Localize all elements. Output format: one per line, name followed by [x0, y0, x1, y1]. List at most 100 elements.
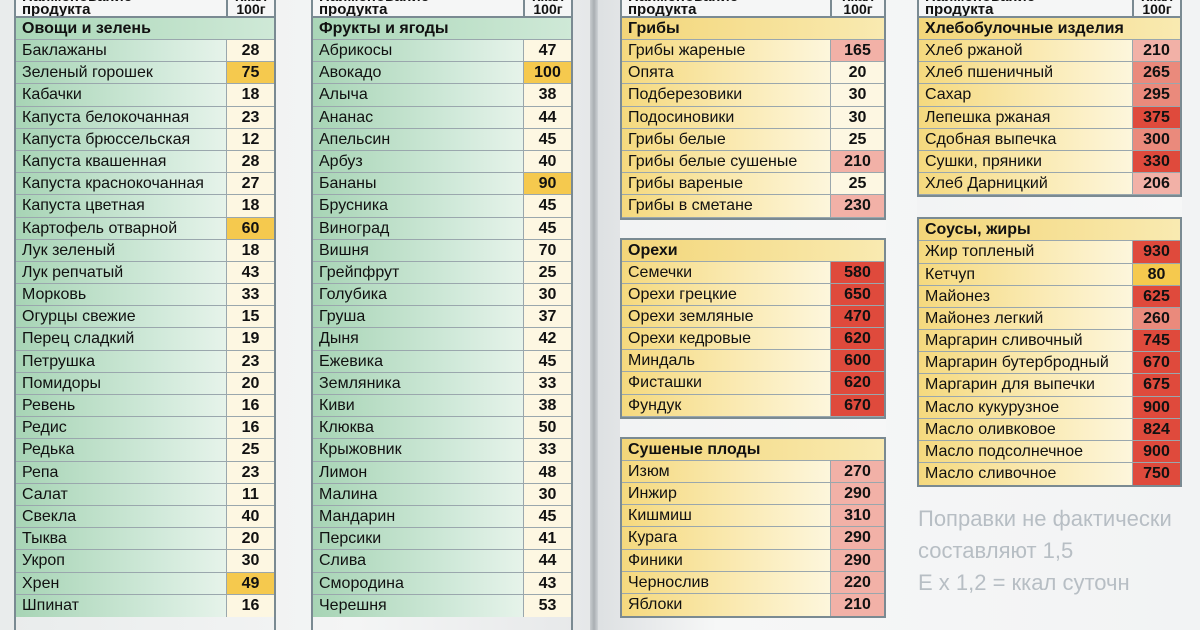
product-name: Тыква	[16, 528, 226, 550]
kcal-value: 23	[226, 106, 274, 128]
product-name: Изюм	[622, 460, 830, 482]
product-name: Фундук	[622, 394, 830, 416]
table-row: Чернослив 220	[622, 571, 884, 594]
kcal-value: 25	[830, 128, 884, 150]
kcal-value: 300	[1132, 128, 1180, 150]
kcal-value: 375	[1132, 106, 1180, 128]
kcal-value: 45	[523, 505, 571, 528]
kcal-value: 620	[830, 372, 884, 394]
table-row: Морковь 33	[16, 284, 274, 307]
table-row: Подосиновики 30	[622, 106, 884, 129]
table-row: Земляника 33	[313, 372, 571, 395]
product-name: Персики	[313, 528, 523, 550]
product-name: Подберезовики	[622, 84, 830, 106]
product-name: Абрикосы	[313, 40, 523, 62]
header-name-line1: Наименование	[22, 0, 220, 4]
header-name: Наименованиепродукта	[919, 0, 1132, 16]
table-row: Тыква 20	[16, 528, 274, 551]
table-vegetables: НаименованиепродуктаКкал100гОвощи и зеле…	[14, 0, 276, 630]
table-row: Маргарин для выпечки 675	[919, 374, 1180, 397]
product-name: Чернослив	[622, 571, 830, 593]
kcal-value: 12	[226, 128, 274, 150]
header-unit-line1: Ккал	[525, 0, 571, 3]
product-name: Грейпфрут	[313, 261, 523, 284]
header-name-line2: продукта	[925, 1, 994, 16]
table-row: Хрен 49	[16, 572, 274, 595]
product-name: Инжир	[622, 483, 830, 505]
table-row: Семечки 580	[622, 261, 884, 284]
kcal-value: 600	[830, 350, 884, 372]
kcal-value: 45	[523, 217, 571, 239]
product-name: Картофель отварной	[16, 217, 226, 239]
product-name: Апельсин	[313, 128, 523, 150]
table-row: Вишня 70	[313, 239, 571, 262]
product-name: Салат	[16, 483, 226, 505]
table-row: Кабачки 18	[16, 84, 274, 107]
kcal-value: 16	[226, 594, 274, 617]
table-row: Маргарин бутербродный 670	[919, 352, 1180, 375]
kcal-value: 16	[226, 417, 274, 439]
table-row: Лук репчатый 43	[16, 261, 274, 285]
section-title: Сушеные плоды	[622, 438, 884, 461]
product-name: Смородина	[313, 572, 523, 594]
table-row: Масло кукурузное 900	[919, 396, 1180, 419]
kcal-value: 19	[226, 328, 274, 350]
product-name: Огурцы свежие	[16, 306, 226, 328]
product-name: Клюква	[313, 417, 523, 439]
table-row: Арбуз 40	[313, 150, 571, 174]
kcal-value: 620	[830, 328, 884, 350]
product-name: Ананас	[313, 106, 523, 128]
header-unit-line1: Ккал	[1134, 0, 1180, 3]
kcal-value: 165	[830, 40, 884, 62]
table-row: Картофель отварной 60	[16, 217, 274, 240]
kcal-value: 43	[523, 572, 571, 594]
table-bread-sauces: НаименованиепродуктаКкал100гХлебобулочны…	[917, 0, 1182, 488]
table-row: Орехи земляные 470	[622, 305, 884, 329]
kcal-value: 40	[226, 505, 274, 528]
table-row: Перец сладкий 19	[16, 328, 274, 351]
kcal-value: 40	[523, 150, 571, 173]
header-unit-line2: 100г	[533, 1, 563, 16]
kcal-value: 310	[830, 505, 884, 527]
product-name: Маргарин сливочный	[919, 330, 1132, 352]
product-name: Майонез легкий	[919, 307, 1132, 330]
product-name: Фисташки	[622, 372, 830, 394]
product-name: Майонез	[919, 285, 1132, 307]
kcal-value: 18	[226, 239, 274, 261]
table-row: Лепешка ржаная 375	[919, 106, 1180, 129]
product-name: Хлеб ржаной	[919, 40, 1132, 62]
table-row: Баклажаны 28	[16, 40, 274, 63]
product-name: Грибы жареные	[622, 40, 830, 62]
kcal-value: 70	[523, 239, 571, 261]
table-row: Дыня 42	[313, 328, 571, 351]
kcal-value: 50	[523, 417, 571, 439]
table-fruits: НаименованиепродуктаКкал100гФрукты и яго…	[311, 0, 573, 630]
product-name: Редис	[16, 417, 226, 439]
section-gap	[620, 416, 886, 439]
section-title: Соусы, жиры	[919, 219, 1180, 242]
product-name: Опята	[622, 62, 830, 84]
table-row: Яблоки 210	[622, 593, 884, 617]
header-unit: Ккал100г	[1132, 0, 1180, 16]
table-row: Огурцы свежие 15	[16, 306, 274, 329]
kcal-value: 20	[226, 528, 274, 550]
product-name: Алыча	[313, 84, 523, 106]
kcal-value: 900	[1132, 396, 1180, 418]
table-row: Капуста квашенная 28	[16, 150, 274, 174]
kcal-value: 210	[830, 150, 884, 173]
header-name-line2: продукта	[22, 1, 91, 16]
kcal-value: 210	[1132, 40, 1180, 62]
kcal-value: 38	[523, 395, 571, 417]
table-row: Сахар 295	[919, 84, 1180, 107]
table-row: Грейпфрут 25	[313, 261, 571, 285]
background-text: Поправки не фактически	[918, 506, 1172, 531]
kcal-value: 470	[830, 305, 884, 328]
table-row: Киви 38	[313, 395, 571, 418]
product-name: Черешня	[313, 594, 523, 617]
product-name: Петрушка	[16, 350, 226, 372]
table-row: Ежевика 45	[313, 350, 571, 373]
product-name: Лук зеленый	[16, 239, 226, 261]
page-gutter	[590, 0, 598, 630]
product-name: Жир топленый	[919, 241, 1132, 263]
product-name: Бананы	[313, 173, 523, 195]
